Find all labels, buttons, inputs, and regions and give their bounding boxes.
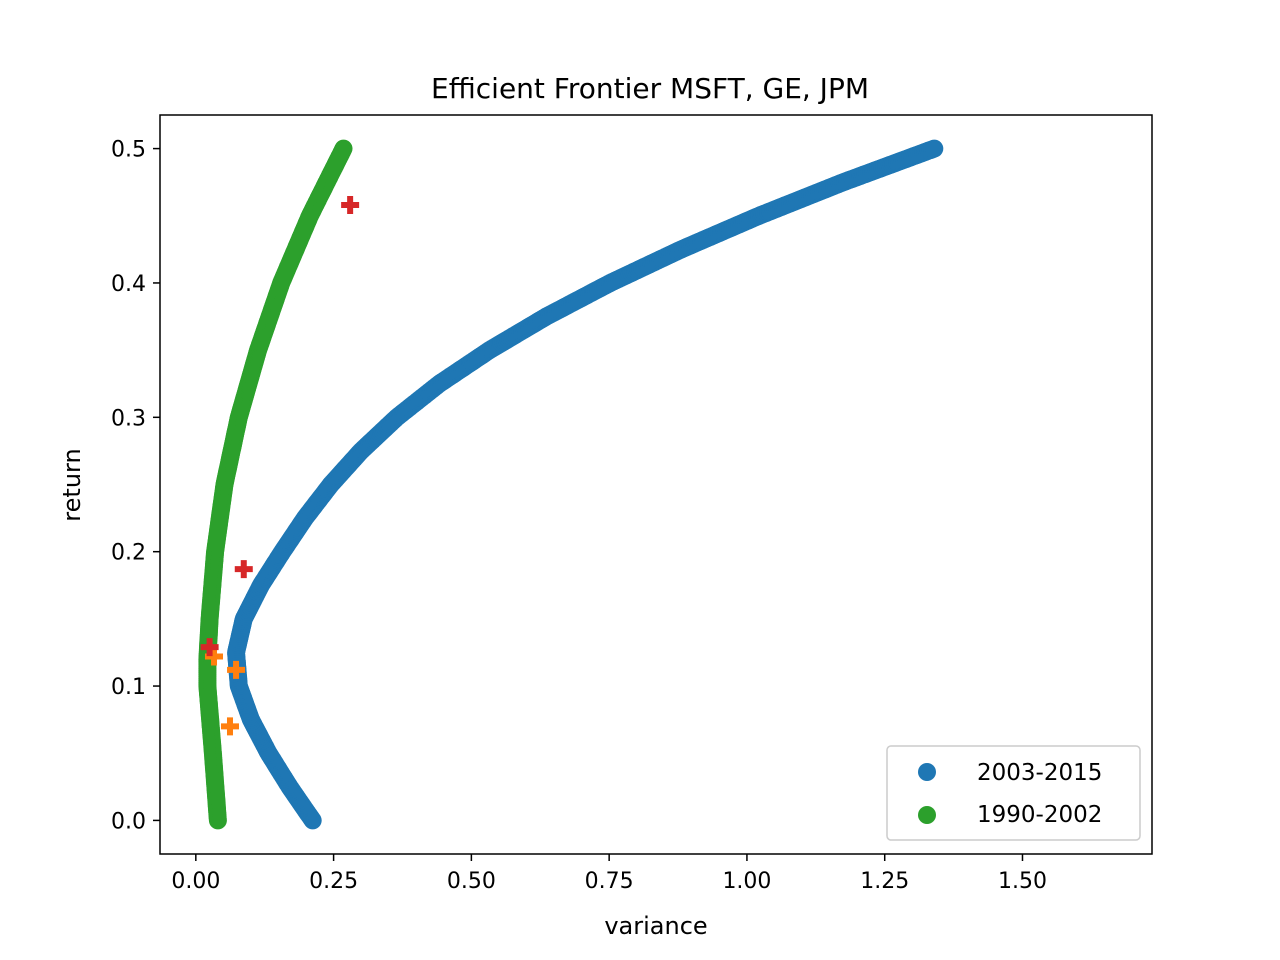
legend-label-series-1: 2003-2015 <box>977 760 1102 786</box>
plus-marker <box>227 660 246 679</box>
x-axis-title: variance <box>604 912 707 940</box>
data-point <box>925 139 944 158</box>
legend-marker-series-1 <box>918 763 936 781</box>
legend-label-series-2: 1990-2002 <box>977 802 1102 828</box>
y-tick-label: 0.2 <box>111 541 146 566</box>
x-tick-label: 0.75 <box>585 869 634 894</box>
plot-area <box>198 139 944 830</box>
chart-title: Efficient Frontier MSFT, GE, JPM <box>431 72 869 105</box>
y-tick-label: 0.3 <box>111 406 146 431</box>
x-tick-label: 1.50 <box>998 869 1047 894</box>
x-tick-label: 1.00 <box>722 869 771 894</box>
x-tick-label: 1.25 <box>860 869 909 894</box>
y-axis-title: return <box>58 448 86 521</box>
y-tick-label: 0.1 <box>111 675 146 700</box>
x-tick-label: 0.25 <box>309 869 358 894</box>
x-axis: 0.00 0.25 0.50 0.75 1.00 1.25 1.50 <box>171 854 1047 894</box>
legend: 2003-2015 1990-2002 <box>886 745 1141 841</box>
plus-marker <box>341 196 360 215</box>
plus-marker <box>234 560 253 579</box>
x-tick-label: 0.00 <box>171 869 220 894</box>
legend-marker-series-2 <box>918 806 936 824</box>
legend-box <box>886 745 1141 841</box>
y-axis: 0.0 0.1 0.2 0.3 0.4 0.5 <box>111 138 160 834</box>
plus-marker <box>200 638 219 657</box>
highlight-markers-2 <box>200 196 360 657</box>
y-tick-label: 0.5 <box>111 138 146 163</box>
y-tick-label: 0.4 <box>111 272 146 297</box>
plot-frame <box>159 114 1153 855</box>
x-tick-label: 0.50 <box>447 869 496 894</box>
y-tick-label: 0.0 <box>111 809 146 834</box>
series-1 <box>227 139 944 830</box>
series-2 <box>198 139 353 830</box>
plus-marker <box>205 647 224 666</box>
plus-marker <box>220 717 239 736</box>
data-point <box>334 139 353 158</box>
highlight-markers-1 <box>205 647 246 736</box>
